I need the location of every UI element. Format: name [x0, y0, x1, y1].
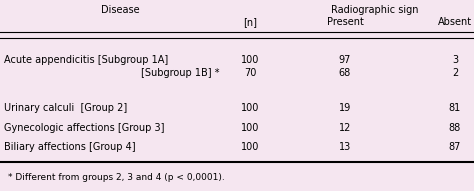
Text: Radiographic sign: Radiographic sign — [331, 5, 419, 15]
Text: 68: 68 — [339, 68, 351, 78]
Text: 97: 97 — [339, 55, 351, 65]
Text: 100: 100 — [241, 55, 259, 65]
Text: 88: 88 — [449, 123, 461, 133]
Text: Acute appendicitis [Subgroup 1A]: Acute appendicitis [Subgroup 1A] — [4, 55, 168, 65]
Text: [Subgroup 1B] *: [Subgroup 1B] * — [142, 68, 220, 78]
Text: Disease: Disease — [100, 5, 139, 15]
Text: 3: 3 — [452, 55, 458, 65]
Text: 81: 81 — [449, 103, 461, 113]
Text: 100: 100 — [241, 103, 259, 113]
Text: 100: 100 — [241, 142, 259, 152]
Text: Biliary affections [Group 4]: Biliary affections [Group 4] — [4, 142, 136, 152]
Text: * Different from groups 2, 3 and 4 (p < 0,0001).: * Different from groups 2, 3 and 4 (p < … — [8, 172, 225, 181]
Text: 19: 19 — [339, 103, 351, 113]
Text: 100: 100 — [241, 123, 259, 133]
Text: Urinary calculi  [Group 2]: Urinary calculi [Group 2] — [4, 103, 127, 113]
Text: 12: 12 — [339, 123, 351, 133]
Text: 87: 87 — [449, 142, 461, 152]
Text: Present: Present — [327, 17, 364, 27]
Text: [n]: [n] — [243, 17, 257, 27]
Text: 2: 2 — [452, 68, 458, 78]
Text: 70: 70 — [244, 68, 256, 78]
Text: 13: 13 — [339, 142, 351, 152]
Text: Gynecologic affections [Group 3]: Gynecologic affections [Group 3] — [4, 123, 164, 133]
Text: Absent: Absent — [438, 17, 472, 27]
